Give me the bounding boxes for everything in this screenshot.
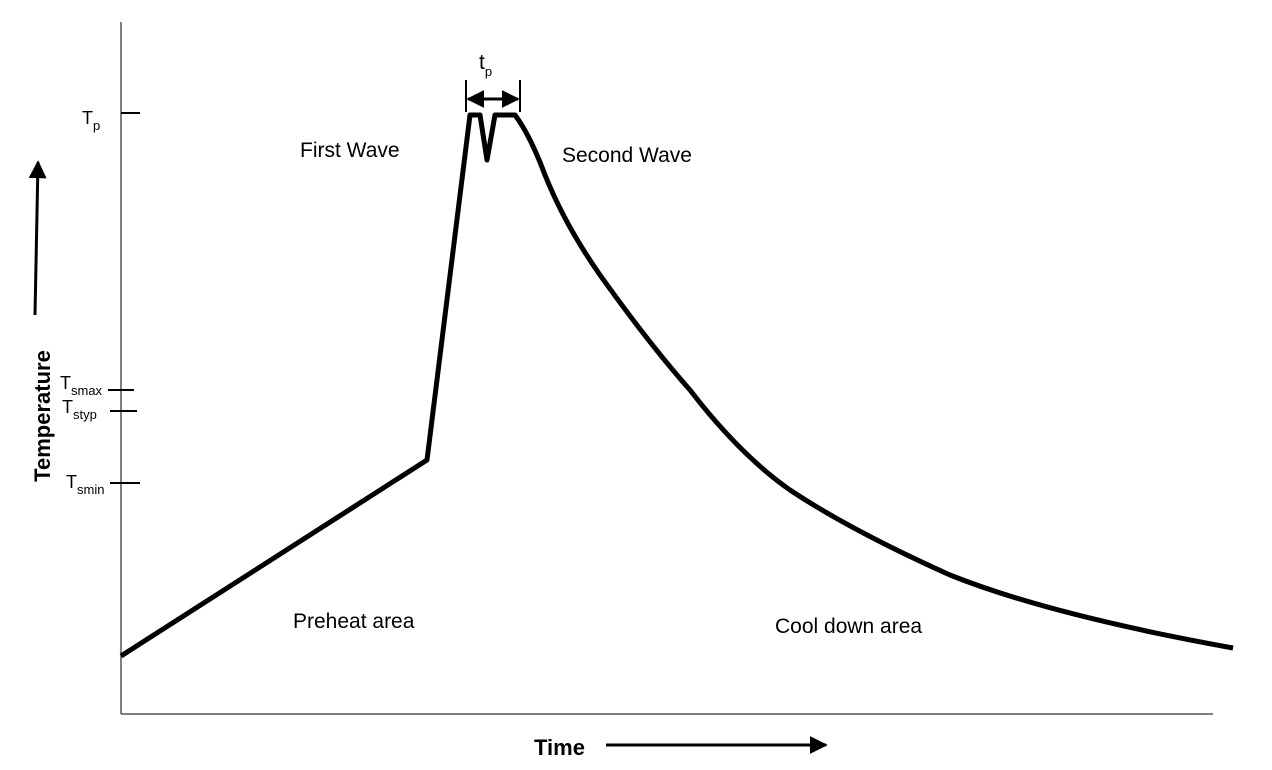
region-label: Preheat area <box>293 610 415 633</box>
y-arrow <box>28 160 47 316</box>
level-label: Tsmin <box>66 472 104 497</box>
label-part: t <box>479 51 485 74</box>
level-label: Tsmax <box>60 373 103 398</box>
label-part: smax <box>71 383 103 398</box>
x-axis-title: Time <box>534 735 585 760</box>
region-label: Cool down area <box>775 615 922 638</box>
label-part: T <box>66 472 77 492</box>
label-part: T <box>60 373 71 393</box>
region-label: First Wave <box>300 139 400 162</box>
label-part: p <box>485 64 492 79</box>
level-label: Tp <box>82 108 100 133</box>
label-part: styp <box>73 407 97 422</box>
region-label: Second Wave <box>562 144 692 167</box>
temperature-profile <box>119 112 1234 659</box>
label-part: T <box>82 108 93 128</box>
tp-label: tp <box>479 51 492 79</box>
label-part: smin <box>77 482 104 497</box>
label-part: T <box>62 397 73 417</box>
y-axis-title: Temperature <box>30 350 55 482</box>
label-part: p <box>93 118 100 133</box>
level-label: Tstyp <box>62 397 97 422</box>
